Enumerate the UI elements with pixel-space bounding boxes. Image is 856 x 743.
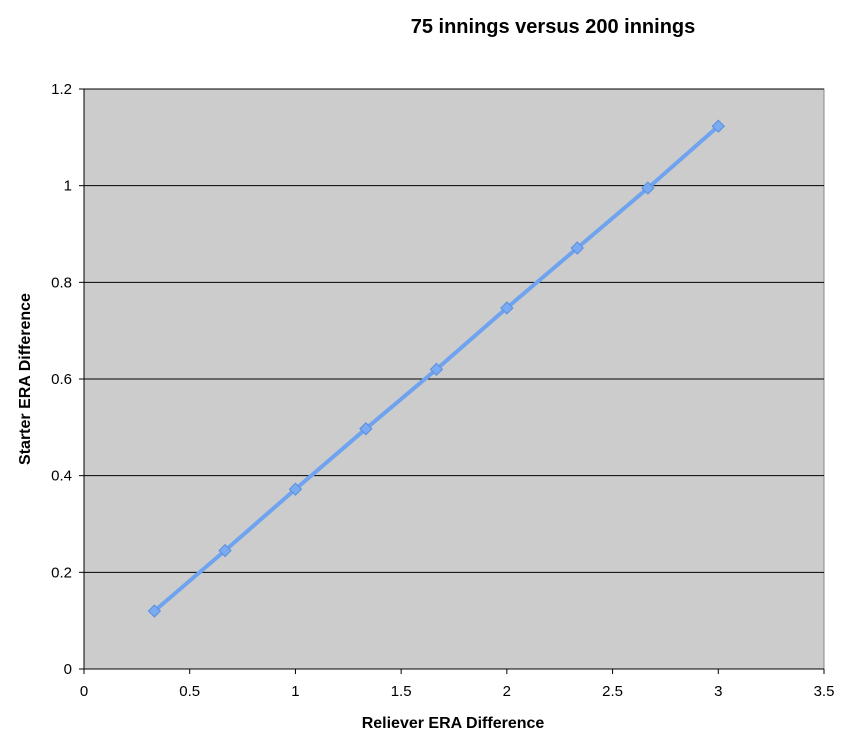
y-tick-label: 0.4: [51, 468, 72, 485]
axes: [79, 88, 825, 674]
data-point: [288, 482, 303, 496]
y-tick-label: 1: [64, 178, 72, 195]
x-axis-title: Reliever ERA Difference: [362, 715, 545, 732]
x-tick-label: 1.5: [391, 683, 412, 700]
y-tick-label: 1.2: [51, 81, 72, 98]
x-tick-label: 2: [503, 683, 511, 700]
data-point: [500, 301, 514, 315]
tick-labels: 0 0.2 0.4 0.6 0.8 1 1.2 0 0.5 1 1.5 2 2.5 3 3.5: [51, 81, 834, 700]
y-tick-label: 0.2: [51, 564, 72, 581]
x-tick-label: 3: [714, 683, 722, 700]
data-point: [147, 604, 162, 618]
chart-title: 75 innings versus 200 innings: [411, 16, 696, 38]
data-point: [641, 181, 655, 195]
y-tick-label: 0.6: [51, 371, 72, 388]
y-axis-title: Starter ERA Difference: [17, 293, 34, 465]
gridlines: [84, 88, 824, 573]
x-tick-label: 0: [80, 683, 88, 700]
x-tick-label: 1: [291, 683, 299, 700]
data-point: [429, 362, 444, 377]
data-point: [218, 543, 232, 558]
y-tick-label: 0.8: [51, 274, 72, 291]
x-tick-label: 2.5: [602, 683, 623, 700]
data-point: [711, 119, 725, 133]
data-point: [570, 241, 584, 255]
x-tick-label: 3.5: [814, 683, 835, 700]
series-group: [147, 119, 725, 618]
x-tick-label: 0.5: [179, 683, 200, 700]
data-point: [359, 422, 373, 436]
y-tick-label: 0: [64, 661, 72, 678]
